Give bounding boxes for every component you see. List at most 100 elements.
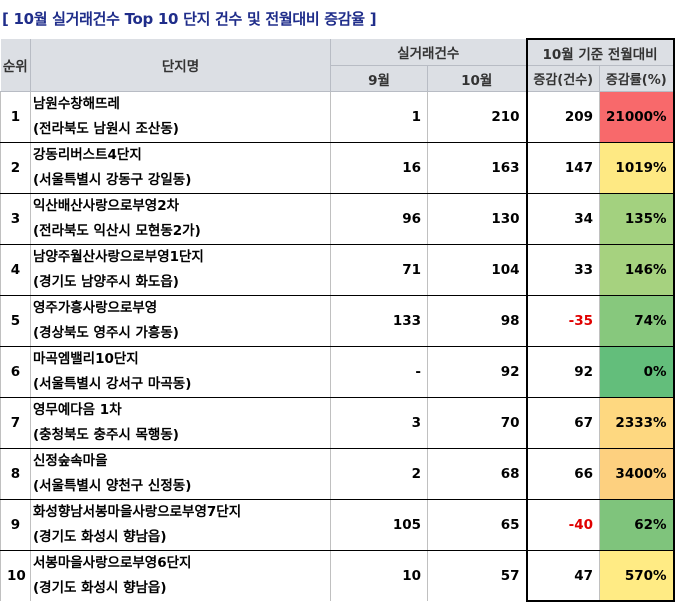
- oct-count-cell: 68: [427, 448, 528, 500]
- complex-address: (서울특별시 양천구 신정동): [33, 478, 192, 494]
- complex-cell: 영무예다음 1차 (충청북도 충주시 목행동): [30, 397, 331, 449]
- complex-name: 익산배산사랑으로부영2차: [33, 198, 180, 214]
- table-row: 9 화성향남서봉마을사랑으로부영7단지 (경기도 화성시 향남읍) 105 65 -40 6…: [0, 499, 675, 551]
- rank-cell: 1: [0, 91, 31, 143]
- complex-name: 영무예다음 1차: [33, 402, 122, 418]
- sep-count-cell: 96: [330, 193, 428, 245]
- oct-count-cell: 104: [427, 244, 528, 296]
- table-row: 10 서봉마을사랑으로부영6단지 (경기도 화성시 향남읍) 10 57 47 570%: [0, 550, 675, 602]
- complex-address: (전라북도 남원시 조산동): [33, 121, 179, 137]
- table-row: 4 남양주월산사랑으로부영1단지 (경기도 남양주시 화도읍) 71 104 33 146%: [0, 244, 675, 296]
- change-count-cell: 47: [525, 550, 601, 602]
- change-rate-cell: 1019%: [599, 142, 675, 194]
- header-oct: 10월: [427, 65, 528, 92]
- page-title: [ 10월 실거래건수 Top 10 단지 건수 및 전월대비 증감율 ]: [2, 10, 377, 28]
- rank-cell: 7: [0, 397, 31, 449]
- complex-cell: 남양주월산사랑으로부영1단지 (경기도 남양주시 화도읍): [30, 244, 331, 296]
- rank-cell: 2: [0, 142, 31, 194]
- sep-count-cell: 105: [330, 499, 428, 551]
- change-count-cell: 34: [525, 193, 601, 245]
- complex-cell: 서봉마을사랑으로부영6단지 (경기도 화성시 향남읍): [30, 550, 331, 601]
- sep-count-cell: 1: [330, 91, 428, 143]
- header-compare: 10월 기준 전월대비: [525, 38, 675, 66]
- header-change-rate: 증감률(%): [599, 65, 675, 92]
- rank-cell: 5: [0, 295, 31, 347]
- oct-count-cell: 210: [427, 91, 528, 143]
- change-rate-cell: 570%: [599, 550, 675, 602]
- change-count-cell: 67: [525, 397, 601, 449]
- sep-count-cell: 2: [330, 448, 428, 500]
- table-row: 7 영무예다음 1차 (충청북도 충주시 목행동) 3 70 67 2333%: [0, 397, 675, 449]
- header-rank: 순위: [0, 39, 31, 92]
- header-trades: 실거래건수: [330, 39, 528, 66]
- table-row: 3 익산배산사랑으로부영2차 (전라북도 익산시 모현동2가) 96 130 34 135%: [0, 193, 675, 245]
- complex-name: 강동리버스트4단지: [33, 147, 142, 163]
- complex-address: (경기도 화성시 향남읍): [33, 580, 167, 596]
- header-change-count: 증감(건수): [525, 65, 601, 92]
- oct-count-cell: 70: [427, 397, 528, 449]
- rank-cell: 6: [0, 346, 31, 398]
- change-count-cell: 147: [525, 142, 601, 194]
- table-row: 8 신정숲속마을 (서울특별시 양천구 신정동) 2 68 66 3400%: [0, 448, 675, 500]
- ranking-table: 순위 단지명 실거래건수 10월 기준 전월대비 9월 10월 증감(건수) 증…: [0, 38, 675, 602]
- rank-cell: 10: [0, 550, 31, 601]
- change-count-cell: -40: [525, 499, 601, 551]
- header-sep: 9월: [330, 65, 428, 92]
- change-count-cell: 209: [525, 91, 601, 143]
- change-rate-cell: 62%: [599, 499, 675, 551]
- oct-count-cell: 130: [427, 193, 528, 245]
- change-count-cell: 33: [525, 244, 601, 296]
- complex-address: (충청북도 충주시 목행동): [33, 427, 179, 443]
- oct-count-cell: 92: [427, 346, 528, 398]
- oct-count-cell: 98: [427, 295, 528, 347]
- complex-address: (서울특별시 강서구 마곡동): [33, 376, 192, 392]
- oct-count-cell: 163: [427, 142, 528, 194]
- oct-count-cell: 65: [427, 499, 528, 551]
- complex-cell: 마곡엠밸리10단지 (서울특별시 강서구 마곡동): [30, 346, 331, 398]
- complex-address: (경상북도 영주시 가흥동): [33, 325, 179, 341]
- rank-cell: 3: [0, 193, 31, 245]
- complex-name: 서봉마을사랑으로부영6단지: [33, 555, 192, 571]
- complex-address: (서울특별시 강동구 강일동): [33, 172, 192, 188]
- change-rate-cell: 135%: [599, 193, 675, 245]
- complex-cell: 익산배산사랑으로부영2차 (전라북도 익산시 모현동2가): [30, 193, 331, 245]
- change-count-cell: 92: [525, 346, 601, 398]
- rank-cell: 4: [0, 244, 31, 296]
- change-rate-cell: 3400%: [599, 448, 675, 500]
- complex-cell: 화성향남서봉마을사랑으로부영7단지 (경기도 화성시 향남읍): [30, 499, 331, 551]
- sep-count-cell: 16: [330, 142, 428, 194]
- sep-count-cell: 10: [330, 550, 428, 601]
- table-row: 6 마곡엠밸리10단지 (서울특별시 강서구 마곡동) -92 92 0%: [0, 346, 675, 398]
- change-rate-cell: 21000%: [599, 91, 675, 143]
- sep-count-cell: 71: [330, 244, 428, 296]
- table-row: 2 강동리버스트4단지 (서울특별시 강동구 강일동) 16 163 147 1019%: [0, 142, 675, 194]
- complex-cell: 강동리버스트4단지 (서울특별시 강동구 강일동): [30, 142, 331, 194]
- complex-address: (경기도 남양주시 화도읍): [33, 274, 179, 290]
- change-rate-cell: 0%: [599, 346, 675, 398]
- oct-count-cell: 57: [427, 550, 528, 601]
- change-count-cell: 66: [525, 448, 601, 500]
- complex-name: 마곡엠밸리10단지: [33, 351, 139, 367]
- rank-cell: 9: [0, 499, 31, 551]
- complex-cell: 남원수창해뜨레 (전라북도 남원시 조산동): [30, 91, 331, 143]
- sep-count-cell: 133: [330, 295, 428, 347]
- complex-address: (경기도 화성시 향남읍): [33, 529, 167, 545]
- table-row: 5 영주가흥사랑으로부영 (경상북도 영주시 가흥동) 133 98 -35 74%: [0, 295, 675, 347]
- complex-name: 영주가흥사랑으로부영: [33, 300, 158, 316]
- change-rate-cell: 2333%: [599, 397, 675, 449]
- sep-count-cell: 3: [330, 397, 428, 449]
- header-complex: 단지명: [30, 39, 331, 92]
- change-rate-cell: 146%: [599, 244, 675, 296]
- sep-count-cell: -: [330, 346, 428, 398]
- complex-address: (전라북도 익산시 모현동2가): [33, 223, 201, 239]
- complex-name: 남원수창해뜨레: [33, 96, 120, 112]
- change-rate-cell: 74%: [599, 295, 675, 347]
- complex-cell: 신정숲속마을 (서울특별시 양천구 신정동): [30, 448, 331, 500]
- complex-name: 신정숲속마을: [33, 453, 108, 469]
- table-row: 1 남원수창해뜨레 (전라북도 남원시 조산동) 1 210 209 21000%: [0, 91, 675, 143]
- rank-cell: 8: [0, 448, 31, 500]
- complex-name: 화성향남서봉마을사랑으로부영7단지: [33, 504, 242, 520]
- complex-name: 남양주월산사랑으로부영1단지: [33, 249, 204, 265]
- complex-cell: 영주가흥사랑으로부영 (경상북도 영주시 가흥동): [30, 295, 331, 347]
- change-count-cell: -35: [525, 295, 601, 347]
